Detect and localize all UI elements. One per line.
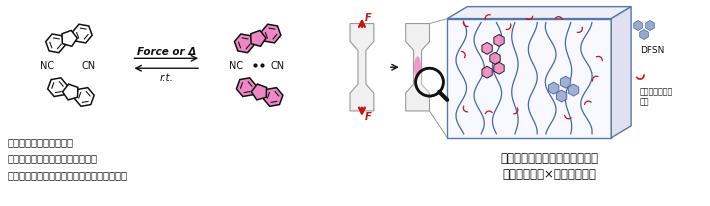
Polygon shape bbox=[251, 30, 266, 46]
Text: NC: NC bbox=[40, 61, 54, 71]
Polygon shape bbox=[494, 62, 504, 74]
Polygon shape bbox=[234, 34, 254, 53]
Polygon shape bbox=[251, 84, 266, 100]
Polygon shape bbox=[447, 19, 611, 138]
Polygon shape bbox=[75, 88, 94, 106]
Text: ・発生するラジカルは重合開始剤として機能: ・発生するラジカルは重合開始剤として機能 bbox=[7, 171, 127, 180]
Polygon shape bbox=[62, 30, 77, 46]
Polygon shape bbox=[482, 42, 492, 54]
Text: ・力により桃色のラジカルを発生: ・力により桃色のラジカルを発生 bbox=[7, 154, 97, 164]
Polygon shape bbox=[557, 90, 567, 102]
Polygon shape bbox=[48, 78, 67, 97]
Text: ・室温では安定な二量体: ・室温では安定な二量体 bbox=[7, 137, 73, 147]
Polygon shape bbox=[549, 82, 559, 94]
Polygon shape bbox=[236, 78, 256, 97]
Text: Force or Δ: Force or Δ bbox=[136, 47, 196, 57]
Text: r.t.: r.t. bbox=[159, 73, 173, 83]
Polygon shape bbox=[494, 34, 504, 46]
Polygon shape bbox=[645, 21, 655, 30]
Polygon shape bbox=[447, 7, 631, 19]
Text: 骨格: 骨格 bbox=[640, 97, 650, 106]
Polygon shape bbox=[482, 66, 492, 78]
Text: F: F bbox=[365, 112, 371, 122]
Polygon shape bbox=[611, 7, 631, 138]
Polygon shape bbox=[261, 24, 281, 43]
Text: CN: CN bbox=[82, 61, 96, 71]
Polygon shape bbox=[634, 21, 643, 30]
Polygon shape bbox=[62, 84, 78, 100]
Circle shape bbox=[415, 68, 444, 96]
Polygon shape bbox=[263, 88, 283, 106]
Text: 色変化と架橋反応を同時に誘起: 色変化と架橋反応を同時に誘起 bbox=[500, 152, 599, 165]
Polygon shape bbox=[72, 24, 92, 43]
Polygon shape bbox=[560, 76, 571, 88]
Text: F: F bbox=[365, 13, 371, 23]
Text: ビニルモノマー: ビニルモノマー bbox=[640, 87, 673, 96]
Ellipse shape bbox=[414, 56, 421, 78]
Polygon shape bbox=[569, 84, 579, 96]
Text: ダメージ検知×自己高強度化: ダメージ検知×自己高強度化 bbox=[502, 167, 596, 181]
Polygon shape bbox=[45, 34, 65, 53]
Polygon shape bbox=[640, 29, 648, 39]
Text: DFSN: DFSN bbox=[640, 46, 665, 55]
Polygon shape bbox=[490, 52, 501, 64]
Polygon shape bbox=[350, 23, 374, 111]
Polygon shape bbox=[405, 23, 430, 111]
Text: CN: CN bbox=[271, 61, 285, 71]
Text: NC: NC bbox=[229, 61, 243, 71]
